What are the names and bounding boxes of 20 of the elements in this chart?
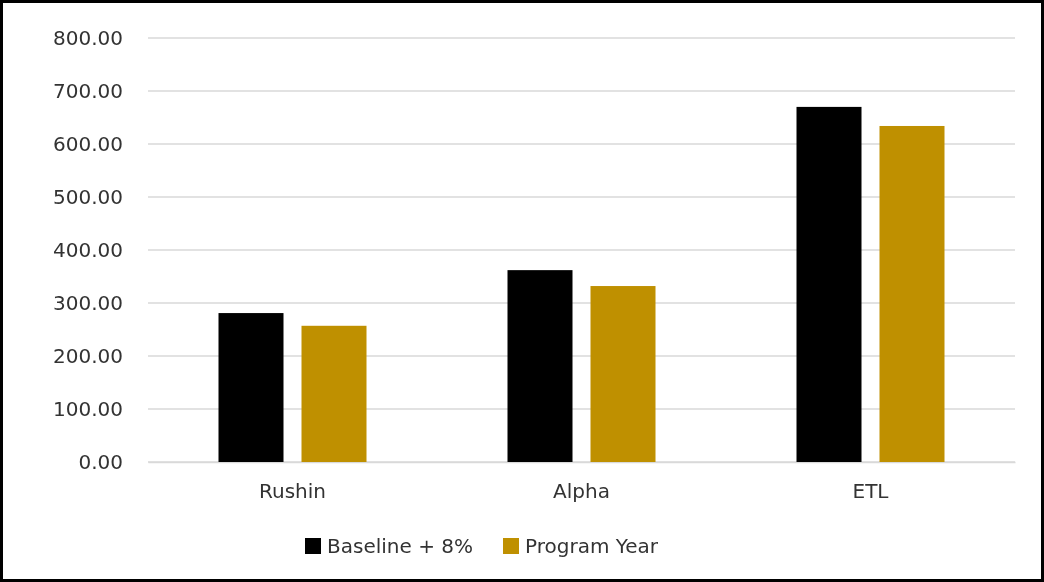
- legend-label: Program Year: [525, 534, 659, 558]
- bar: [507, 270, 573, 462]
- y-tick-label: 800.00: [53, 25, 123, 50]
- y-tick-label: 400.00: [53, 237, 123, 262]
- legend-label: Baseline + 8%: [327, 534, 473, 558]
- y-tick-label: 100.00: [53, 396, 123, 421]
- bar: [218, 313, 284, 462]
- y-tick-label: 200.00: [53, 343, 123, 368]
- y-tick-label: 500.00: [53, 184, 123, 209]
- bar: [796, 106, 862, 462]
- bar: [590, 286, 656, 462]
- y-tick-label: 300.00: [53, 290, 123, 315]
- y-tick-label: 0.00: [78, 449, 123, 474]
- bar: [879, 125, 945, 462]
- y-tick-label: 700.00: [53, 78, 123, 103]
- bar: [301, 325, 367, 462]
- y-tick-label: 600.00: [53, 131, 123, 156]
- x-tick-label: Rushin: [258, 479, 327, 504]
- x-tick-label: ETL: [852, 479, 890, 504]
- x-tick-label: Alpha: [553, 479, 610, 504]
